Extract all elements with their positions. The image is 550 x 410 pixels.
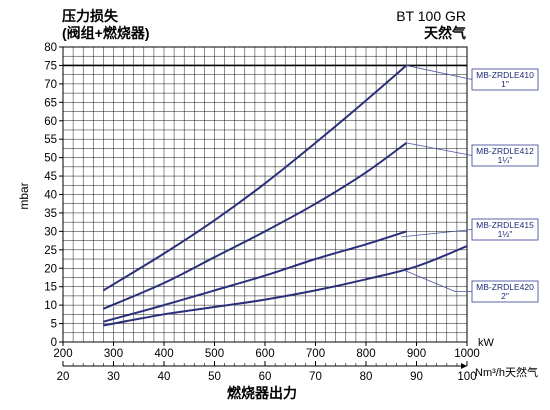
legend-leader-valve-415 (401, 229, 473, 238)
legend-leader-valve-410 (406, 65, 473, 80)
x-tick-label-kw: 200 (53, 348, 72, 360)
y-tick-label: 30 (44, 226, 57, 238)
legend-leader-valve-412 (406, 142, 473, 156)
burner-model: BT 100 GR (396, 8, 466, 24)
y-tick-label: 75 (44, 60, 57, 72)
curve-valve-412 (103, 142, 407, 310)
x-tick-label-kw: 500 (205, 348, 224, 360)
legend-box-valve-410 (471, 68, 539, 91)
curves (102, 64, 468, 327)
x-tick-label-kw: 600 (255, 348, 274, 360)
x-tick-label-kw: 900 (407, 348, 426, 360)
x-tick-label-flow: 60 (259, 371, 272, 383)
y-tick-label: 20 (44, 263, 57, 275)
y-tick-label: 25 (44, 245, 57, 257)
x-tick-label-kw: 300 (104, 348, 123, 360)
x-tick-label-kw: 700 (306, 348, 325, 360)
legend-name-valve-415: MB-ZRDLE415 (476, 220, 534, 230)
curve-valve-410 (102, 64, 408, 292)
y-tick-label: 35 (44, 208, 57, 220)
x-tick-label-flow: 30 (107, 371, 120, 383)
legend-leader-valve-420 (403, 269, 472, 292)
legend-box-valve-420 (471, 280, 539, 303)
x-unit-flow: Nm³/h天然气 (475, 365, 538, 379)
y-tick-label: 55 (44, 134, 57, 146)
chart-title-line1: 压力损失 (62, 8, 118, 24)
legend-size-valve-415: 1½" (498, 229, 513, 239)
legend-size-valve-410: 1" (501, 79, 509, 89)
y-tick-label: 65 (44, 97, 57, 109)
x-tick-label-kw: 800 (356, 348, 375, 360)
legend-name-valve-412: MB-ZRDLE412 (476, 146, 534, 156)
grid (62, 46, 468, 343)
axes: 0 5 10 15 20 25 30 35 40 45 50 55 60 65 70 75 80 200 300 40… (44, 42, 480, 383)
chart-title-line2: (阀组+燃烧器) (62, 25, 150, 41)
y-tick-label: 45 (44, 171, 57, 183)
y-tick-label: 80 (44, 42, 57, 54)
y-tick-label: 0 (51, 337, 57, 349)
x-tick-label-flow: 70 (309, 371, 322, 383)
x-axis-label: 燃烧器出力 (227, 385, 297, 401)
flow-axis-arrow (461, 363, 467, 369)
y-tick-label: 5 (51, 319, 57, 331)
x-tick-label-flow: 100 (457, 371, 476, 383)
y-tick-label: 15 (44, 282, 57, 294)
legend-box-valve-412 (471, 144, 539, 167)
x-tick-label-flow: 40 (158, 371, 171, 383)
x-tick-label-flow: 80 (360, 371, 373, 383)
y-axis-label: mbar (17, 182, 31, 209)
y-tick-label: 70 (44, 79, 57, 91)
x-tick-label-flow: 20 (57, 371, 70, 383)
fuel-type: 天然气 (424, 25, 466, 41)
y-tick-label: 40 (44, 190, 57, 202)
x-tick-label-kw: 400 (154, 348, 173, 360)
x-unit-kw: kW (478, 337, 495, 349)
legend-size-valve-412: 1¼" (498, 155, 513, 165)
legend-name-valve-410: MB-ZRDLE410 (476, 70, 534, 80)
legend-box-valve-415 (471, 218, 539, 241)
x-tick-label-flow: 50 (208, 371, 221, 383)
legend-name-valve-420: MB-ZRDLE420 (476, 282, 534, 292)
y-tick-label: 60 (44, 116, 57, 128)
curve-valve-420 (103, 245, 468, 327)
legend-size-valve-420: 2" (501, 291, 509, 301)
y-tick-label: 10 (44, 300, 57, 312)
x-tick-label-flow: 90 (410, 371, 423, 383)
curve-valve-415 (103, 230, 407, 323)
x-tick-label-kw: 1000 (454, 348, 480, 360)
y-tick-label: 50 (44, 153, 57, 165)
